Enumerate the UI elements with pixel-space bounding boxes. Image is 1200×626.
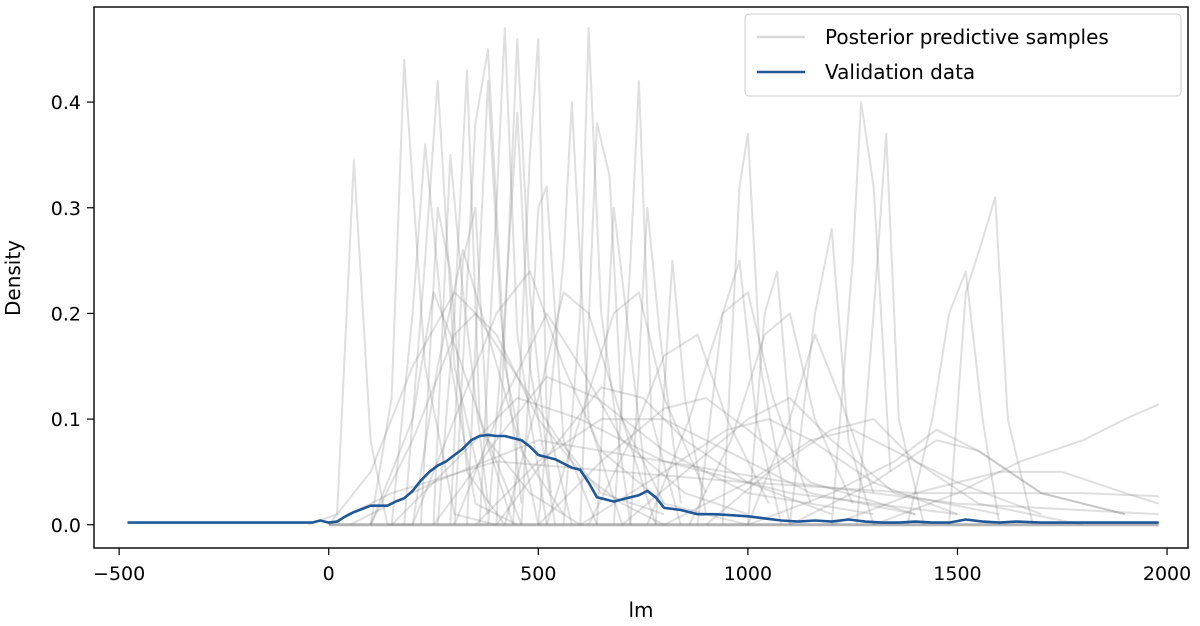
- sample-curve-36: [579, 418, 958, 526]
- sample-curve-27: [855, 132, 925, 526]
- y-tick-label-2: 0.2: [51, 303, 81, 325]
- sample-curve-29: [948, 196, 1034, 526]
- sample-curve-5: [432, 153, 489, 525]
- x-tick-label-0: −500: [93, 563, 145, 585]
- sample-curve-10: [478, 27, 548, 525]
- sample-curve-53: [587, 333, 770, 526]
- y-tick-label-4: 0.4: [51, 92, 81, 114]
- sample-curve-47: [789, 439, 1126, 526]
- sample-curve-51: [503, 291, 665, 526]
- sample-curve-54: [646, 291, 812, 526]
- sample-curve-21: [654, 259, 707, 525]
- sample-curve-18: [596, 206, 649, 525]
- sample-curve-13: [512, 37, 573, 526]
- sample-curve-16: [562, 27, 632, 525]
- y-axis-label: Density: [1, 240, 25, 316]
- legend-box: [744, 13, 1182, 97]
- x-axis-label: lm: [628, 598, 653, 622]
- sample-curve-52: [545, 291, 707, 526]
- sample-curve-40: [328, 460, 1159, 526]
- x-tick-label-4: 1500: [933, 563, 981, 585]
- y-tick-label-0: 0.0: [51, 515, 81, 537]
- sample-curve-11: [487, 111, 557, 525]
- sample-curve-25: [788, 227, 875, 526]
- sample-curve-19: [612, 80, 682, 526]
- sample-curve-48: [831, 470, 1159, 526]
- y-tick-label-1: 0.1: [51, 409, 81, 431]
- sample-curve-33: [453, 312, 749, 526]
- sample-curve-6: [436, 69, 515, 526]
- x-tick-label-3: 1000: [724, 563, 772, 585]
- sample-curve-3: [403, 80, 489, 525]
- sample-curve-2: [390, 143, 518, 526]
- validation-line: [127, 433, 1159, 524]
- plot-frame: [93, 6, 1189, 549]
- sample-curve-28: [906, 270, 1001, 526]
- sample-curve-56: [746, 333, 875, 526]
- y-axis: 0.0 0.1 0.2 0.3 0.4: [51, 92, 94, 537]
- sample-curve-41: [349, 439, 1159, 526]
- sample-curve-22: [696, 259, 783, 526]
- sample-curve-46: [705, 418, 1084, 526]
- legend: Posterior predictive samples Validation …: [744, 13, 1182, 97]
- sample-curve-15: [537, 101, 624, 526]
- sample-curve-42: [390, 397, 958, 526]
- sample-curve-35: [537, 397, 916, 526]
- sample-curve-12: [495, 37, 552, 525]
- sample-curve-49: [369, 291, 581, 526]
- x-tick-label-5: 2000: [1143, 563, 1191, 585]
- sample-curve-1: [369, 58, 497, 526]
- sample-curve-37: [663, 428, 1042, 526]
- sample-curve-39: [873, 403, 1160, 526]
- sample-curve-20: [629, 206, 682, 525]
- sample-curve-24: [746, 270, 795, 525]
- sample-curve-31: [369, 312, 665, 526]
- sample-curve-44: [474, 418, 916, 526]
- sample-curve-45: [621, 397, 1000, 526]
- y-tick-label-3: 0.3: [51, 198, 81, 220]
- sample-curve-43: [432, 375, 874, 526]
- sample-curve-17: [579, 122, 657, 526]
- legend-label-samples: Posterior predictive samples: [825, 25, 1109, 49]
- sample-curve-23: [721, 132, 791, 525]
- sample-curve-4: [419, 206, 506, 526]
- legend-label-validation: Validation data: [825, 60, 975, 84]
- sample-curve-34: [495, 386, 833, 526]
- validation-line-group: [127, 433, 1159, 524]
- x-axis: −500 0 500 1000 1500 2000: [93, 548, 1191, 585]
- sample-curve-38: [747, 428, 1126, 526]
- sample-curve-30: [327, 291, 665, 526]
- sample-curve-55: [688, 312, 854, 526]
- sample-curve-7: [449, 206, 523, 526]
- x-tick-label-1: 0: [323, 563, 335, 585]
- sample-curve-50: [411, 249, 565, 525]
- posterior-sample-lines: [307, 27, 1160, 527]
- x-tick-label-2: 500: [520, 563, 556, 585]
- sample-curve-8: [453, 48, 540, 526]
- sample-curve-26: [830, 101, 892, 525]
- sample-curve-9: [466, 80, 523, 525]
